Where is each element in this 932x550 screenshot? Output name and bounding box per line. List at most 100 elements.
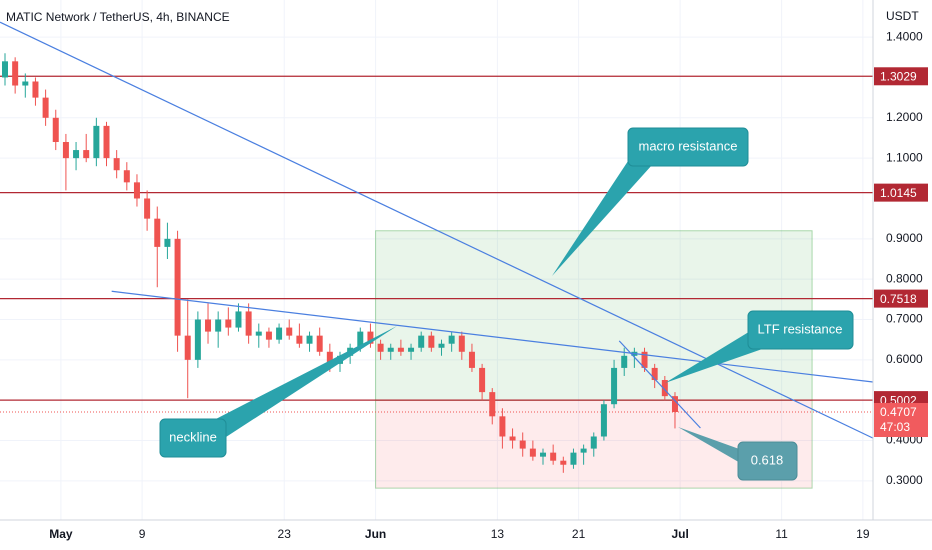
candle-body xyxy=(641,351,648,368)
candle-body xyxy=(276,327,283,340)
candle-body xyxy=(316,335,323,352)
candle-body xyxy=(570,452,577,465)
candle-body xyxy=(458,335,465,352)
candle-body xyxy=(22,81,29,86)
candle-body xyxy=(174,238,181,336)
candle-body xyxy=(93,125,100,159)
candle-body xyxy=(397,347,404,352)
candle-body xyxy=(499,416,506,437)
candle-body xyxy=(286,327,293,336)
candle-body xyxy=(123,170,130,183)
y-tick-label: 1.4000 xyxy=(886,29,923,43)
y-tick-label: 0.6000 xyxy=(886,352,923,366)
y-tick-label: 0.3000 xyxy=(886,473,923,487)
candle-body xyxy=(255,331,262,336)
candle-body xyxy=(611,367,618,405)
last-price-box xyxy=(874,403,928,438)
trendline xyxy=(618,340,701,429)
candle-body xyxy=(113,158,120,171)
candle-body xyxy=(621,355,628,368)
callout-pointer xyxy=(552,152,652,276)
callout-box xyxy=(159,418,227,458)
x-tick-label: 21 xyxy=(572,527,586,541)
x-tick-label: 23 xyxy=(278,527,292,541)
y-tick-label: 0.9000 xyxy=(886,231,923,245)
candle-body xyxy=(580,448,587,453)
trendline xyxy=(0,21,874,439)
level-label-box xyxy=(874,67,928,86)
callout: LTF resistance xyxy=(665,310,854,383)
candle-body xyxy=(489,392,496,417)
candle-body xyxy=(377,343,384,352)
candle-body xyxy=(164,238,171,247)
x-tick-label: 13 xyxy=(491,527,505,541)
callout-pointer xyxy=(678,427,742,464)
candle-body xyxy=(306,335,313,344)
candle-body xyxy=(448,335,455,344)
candle-body xyxy=(144,198,151,219)
candle-body xyxy=(133,182,140,199)
callout-text: neckline xyxy=(169,429,217,444)
profit-zone xyxy=(375,230,813,401)
candle-body xyxy=(509,436,516,441)
x-tick-label: 19 xyxy=(856,527,870,541)
chart-title: MATIC Network / TetherUS, 4h, BINANCE xyxy=(6,10,230,24)
callout-text: LTF resistance xyxy=(757,321,842,336)
y-tick-label: 1.2000 xyxy=(886,110,923,124)
callout-text: 0.618 xyxy=(751,452,784,467)
x-tick-label: May xyxy=(49,527,73,541)
currency-label: USDT xyxy=(886,9,919,23)
candle-body xyxy=(62,142,69,159)
candle-body xyxy=(408,347,415,352)
candle-body xyxy=(154,218,161,247)
candle-body xyxy=(83,150,90,159)
candle-body xyxy=(418,335,425,348)
candle-body xyxy=(560,460,567,465)
x-tick-label: Jun xyxy=(365,527,386,541)
candle-body xyxy=(326,351,333,364)
candle-body xyxy=(367,331,374,344)
callout-box xyxy=(737,441,798,481)
candle-body xyxy=(205,319,212,332)
callout: 0.618 xyxy=(678,427,798,481)
candle-body xyxy=(479,367,486,393)
callout-text: macro resistance xyxy=(639,138,738,153)
candle-body xyxy=(225,319,232,328)
candle-body xyxy=(73,150,80,159)
candle-body xyxy=(590,436,597,449)
candle-body xyxy=(184,335,191,360)
candle-body xyxy=(550,452,557,461)
level-label: 0.7518 xyxy=(880,292,917,306)
callout-box xyxy=(627,127,749,167)
level-label: 1.0145 xyxy=(880,186,917,200)
x-tick-label: 11 xyxy=(775,527,788,541)
candle-body xyxy=(265,331,272,340)
candle-body xyxy=(540,452,547,457)
callout-pointer xyxy=(665,330,768,383)
candle-body xyxy=(42,97,49,118)
candle-body xyxy=(438,343,445,348)
candle-body xyxy=(468,351,475,368)
candle-body xyxy=(32,81,39,98)
candle-body xyxy=(428,335,435,348)
candle-body xyxy=(245,311,252,336)
callout-pointer xyxy=(212,326,397,437)
candle-body xyxy=(194,319,201,360)
trendline xyxy=(111,290,874,383)
candle-body xyxy=(671,396,678,413)
candle-body xyxy=(235,311,242,328)
callout: neckline xyxy=(159,326,397,458)
candle-body xyxy=(12,61,19,86)
level-label: 1.3029 xyxy=(880,69,917,83)
candle-body xyxy=(215,319,222,332)
y-tick-label: 0.8000 xyxy=(886,271,923,285)
candle-body xyxy=(600,404,607,437)
candle-body xyxy=(296,335,303,344)
candle-body xyxy=(661,380,668,397)
candle-body xyxy=(651,367,658,381)
level-label-box xyxy=(874,183,928,202)
candle-body xyxy=(519,440,526,449)
y-tick-label: 1.1000 xyxy=(886,150,923,164)
candle-body xyxy=(357,331,364,348)
